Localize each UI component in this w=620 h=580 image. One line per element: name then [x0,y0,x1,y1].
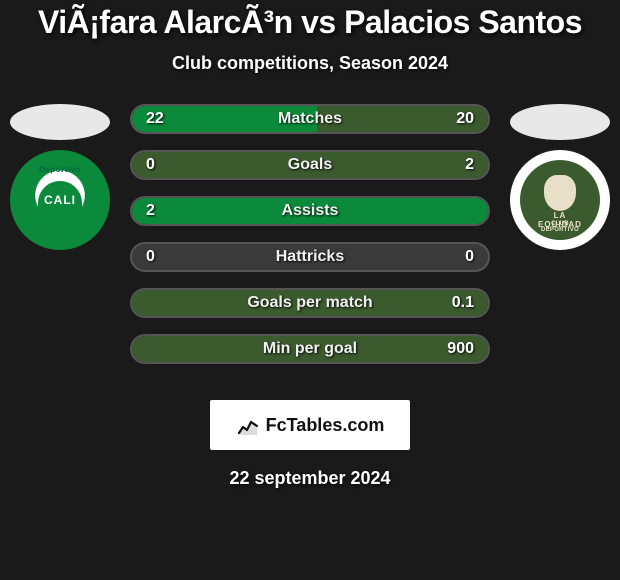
stat-label: Assists [282,202,339,220]
club-leaf-icon [544,175,576,211]
player-right-badge: LA EQUIDAD CLUB DEPORTIVO [510,104,610,250]
stat-value-right: 2 [465,156,474,174]
brand-text: FcTables.com [266,415,385,436]
comparison-card: ViÃ¡fara AlarcÃ³n vs Palacios Santos Clu… [0,0,620,580]
stat-row: 0 Hattricks 0 [130,242,490,272]
stat-row: 22 Matches 20 [130,104,490,134]
stat-value-right: 0 [465,248,474,266]
subtitle: Club competitions, Season 2024 [0,53,620,74]
stat-value-left: 0 [146,156,155,174]
stat-value-left: 22 [146,110,164,128]
page-title: ViÃ¡fara AlarcÃ³n vs Palacios Santos [0,4,620,41]
stat-row: Min per goal 900 [130,334,490,364]
brand-badge[interactable]: FcTables.com [210,400,410,450]
stat-label: Goals per match [247,294,372,312]
stat-value-left: 0 [146,248,155,266]
stat-row: 2 Assists [130,196,490,226]
stat-value-right: 0.1 [452,294,474,312]
stat-row: Goals per match 0.1 [130,288,490,318]
stat-label: Matches [278,110,342,128]
club-arc-text: Deportivo [39,165,81,174]
club-tag-label: CLUB DEPORTIVO [537,221,584,233]
player-left-badge: Deportivo CALI [10,104,110,250]
club-logo-equidad: LA EQUIDAD CLUB DEPORTIVO [510,150,610,250]
stat-row: 0 Goals 2 [130,150,490,180]
comparison-content: Deportivo CALI LA EQUIDAD CLUB DEPORTIVO… [0,104,620,384]
stat-label: Goals [288,156,332,174]
brand-chart-icon [236,413,260,437]
stat-label: Hattricks [276,248,344,266]
stats-bars: 22Matches200Goals22Assists0Hattricks0Goa… [130,104,490,380]
footer-date: 22 september 2024 [0,468,620,489]
club-logo-cali: Deportivo CALI [10,150,110,250]
club-short-label: CALI [44,193,76,207]
stat-value-left: 2 [146,202,155,220]
player-right-avatar [510,104,610,140]
stat-label: Min per goal [263,340,357,358]
stat-value-right: 20 [456,110,474,128]
player-left-avatar [10,104,110,140]
stat-value-right: 900 [447,340,474,358]
